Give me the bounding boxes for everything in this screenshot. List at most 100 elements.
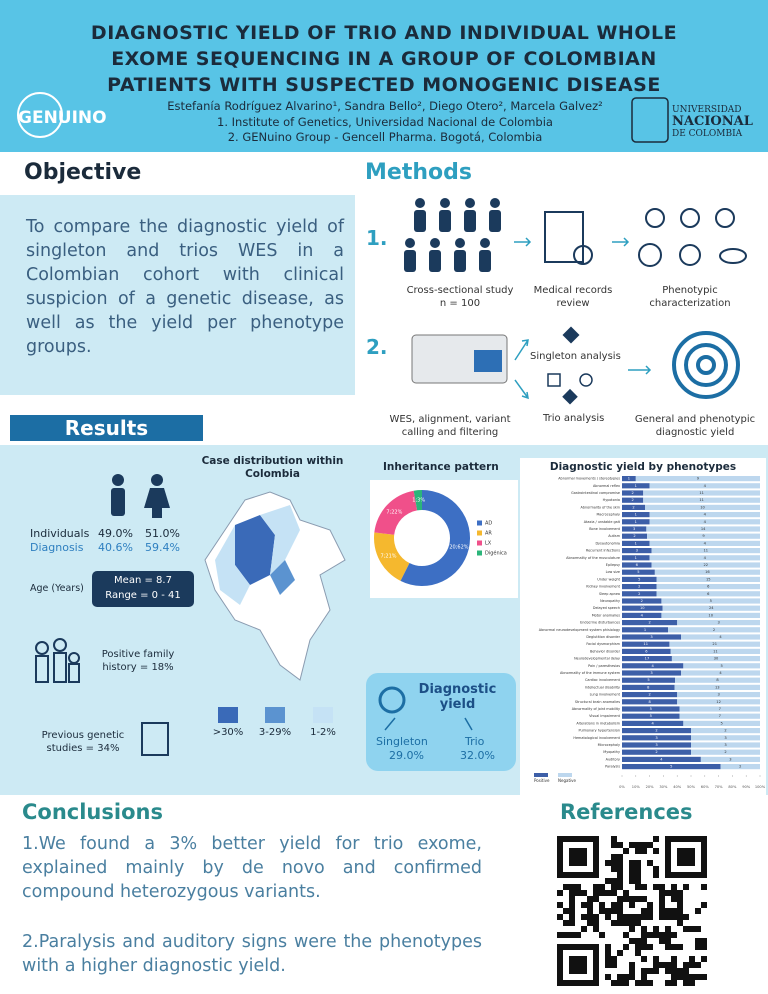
method-label: Singleton analysis <box>530 351 621 362</box>
qr-cell <box>605 878 611 884</box>
qr-cell <box>659 890 665 896</box>
method-label: Phenotypic characterization <box>649 285 731 309</box>
qr-cell <box>635 944 641 950</box>
qr-cell <box>557 914 563 920</box>
chart-title: Inheritance pattern <box>383 461 499 473</box>
x-tick-label: 50% <box>687 785 696 789</box>
bar-segment <box>622 656 672 662</box>
qr-cell <box>659 896 665 902</box>
map-legend-label: 3-29% <box>259 727 291 738</box>
title-line: DIAGNOSTIC YIELD OF TRIO AND INDIVIDUAL … <box>90 22 678 44</box>
qr-cell <box>689 836 695 842</box>
qr-code <box>557 836 707 986</box>
bar-value: 4 <box>704 541 707 545</box>
qr-cell <box>671 962 677 968</box>
qr-cell <box>701 956 707 962</box>
qr-cell <box>617 950 623 956</box>
qr-cell <box>665 926 671 932</box>
qr-cell <box>665 914 671 920</box>
bar-segment <box>643 497 760 503</box>
qr-cell <box>593 860 599 866</box>
legend-swatch <box>477 520 482 526</box>
logo-text: NACIONAL <box>672 114 753 129</box>
qr-cell <box>587 944 593 950</box>
bar-segment <box>622 720 684 726</box>
bar-segment <box>645 504 760 510</box>
qr-cell <box>659 914 665 920</box>
bar-value: 5 <box>670 765 672 769</box>
map-legend-swatch <box>313 707 333 723</box>
title-line: PATIENTS WITH SUSPECTED MONOGENIC DISEAS… <box>107 74 661 96</box>
qr-cell <box>563 872 569 878</box>
bar-segment <box>679 706 760 712</box>
bar-segment <box>647 533 760 539</box>
category-label: Behavior disorder <box>590 649 621 653</box>
qr-cell <box>575 944 581 950</box>
qr-cell <box>563 908 569 914</box>
age-box: Mean = 8.7 Range = 0 - 41 <box>92 571 194 607</box>
qr-cell <box>635 938 641 944</box>
qr-cell <box>683 974 689 980</box>
qr-cell <box>677 890 683 896</box>
qr-cell <box>629 866 635 872</box>
qr-cell <box>641 908 647 914</box>
bar-segment <box>720 764 760 770</box>
authors: Estefanía Rodríguez Alvarino¹, Sandra Be… <box>167 99 603 113</box>
qr-cell <box>659 908 665 914</box>
qr-cell <box>647 980 653 986</box>
category-label: Autism <box>608 534 621 538</box>
bar-segment <box>622 548 652 554</box>
qr-cell <box>593 956 599 962</box>
category-label: Kidney involvement <box>586 585 620 589</box>
bar-segment <box>622 612 662 618</box>
category-label: Auditory <box>606 757 620 761</box>
bar-segment <box>622 569 655 575</box>
map-legend-swatch <box>265 707 285 723</box>
qr-cell <box>563 836 569 842</box>
bar-segment <box>622 533 648 539</box>
qr-cell <box>635 980 641 986</box>
method-label: General and phenotypic diagnostic yield <box>634 414 756 438</box>
qr-cell <box>653 968 659 974</box>
bar-segment <box>622 706 680 712</box>
bar-value: 9 <box>697 477 700 481</box>
title-line: EXOME SEQUENCING IN A GROUP OF COLOMBIAN <box>111 48 657 70</box>
bar-segment <box>622 756 701 762</box>
qr-cell <box>593 848 599 854</box>
category-label: Dysautonomia <box>595 541 620 545</box>
qr-cell <box>581 980 587 986</box>
qr-cell <box>635 878 641 884</box>
bar-value: 1 <box>644 628 646 632</box>
qr-cell <box>611 884 617 890</box>
qr-cell <box>569 860 575 866</box>
category-label: Ataxia / unstable gait <box>584 520 621 524</box>
qr-cell <box>575 860 581 866</box>
target-icon <box>672 331 740 399</box>
qr-cell <box>605 974 611 980</box>
qr-cell <box>611 980 617 986</box>
conclusion: 2.Paralysis and auditory signs were the … <box>22 932 482 976</box>
qr-cell <box>635 842 641 848</box>
bar-value: 3 <box>724 736 726 740</box>
qr-cell <box>629 962 635 968</box>
qr-cell <box>575 848 581 854</box>
qr-cell <box>665 962 671 968</box>
qr-cell <box>623 920 629 926</box>
bar-value: 11 <box>699 498 704 502</box>
qr-cell <box>683 962 689 968</box>
bar-segment <box>622 742 691 748</box>
qr-cell <box>593 884 599 890</box>
category-label: Hypotonia <box>603 498 620 502</box>
qr-cell <box>683 848 689 854</box>
bar-segment <box>683 720 760 726</box>
bar-value: 5 <box>650 714 652 718</box>
bar-value: 5 <box>638 577 640 581</box>
qr-cell <box>557 890 563 896</box>
bar-segment <box>646 526 760 532</box>
qr-cell <box>599 902 605 908</box>
magnifier-icon <box>573 245 593 265</box>
qr-cell <box>641 914 647 920</box>
qr-cell <box>557 854 563 860</box>
qr-cell <box>653 884 659 890</box>
